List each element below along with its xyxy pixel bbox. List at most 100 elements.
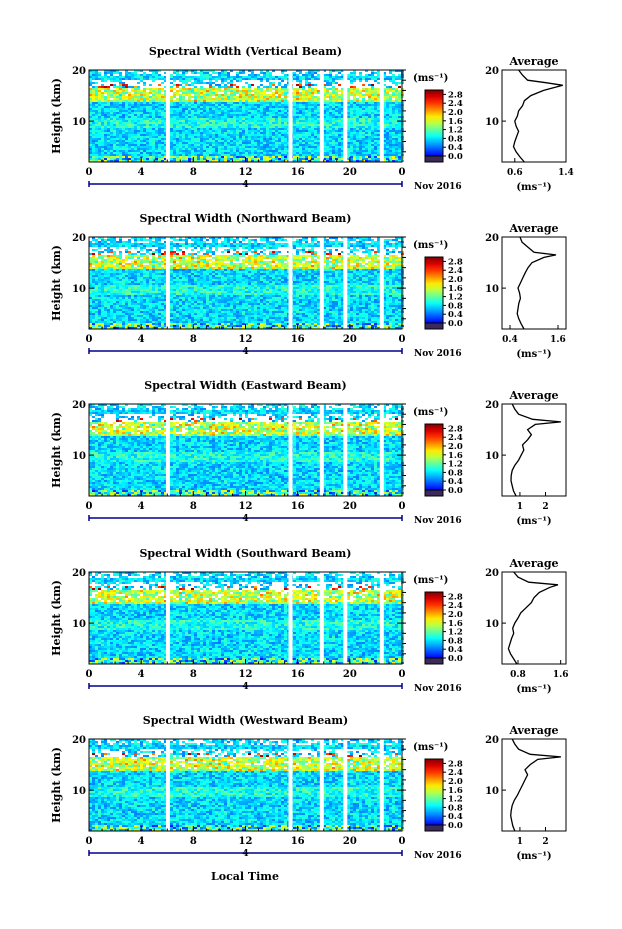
heatmap-cell (302, 122, 305, 124)
heatmap-cell (131, 102, 134, 104)
heatmap-cell (89, 72, 92, 74)
heatmap-cell (107, 237, 110, 239)
heatmap-cell (134, 88, 137, 90)
heatmap-cell (272, 160, 275, 162)
heatmap-cell (101, 136, 104, 138)
heatmap-cell (212, 124, 215, 126)
heatmap-cell (272, 154, 275, 156)
heatmap-cell (224, 110, 227, 112)
heatmap-cell (116, 102, 119, 104)
heatmap-cell (143, 142, 146, 144)
heatmap-cell (185, 126, 188, 128)
heatmap-cell (281, 154, 284, 156)
heatmap-cell (92, 295, 95, 297)
heatmap-cell (113, 303, 116, 305)
heatmap-cell (176, 138, 179, 140)
heatmap-cell (137, 114, 140, 116)
heatmap-cell (242, 96, 245, 98)
heatmap-cell (212, 88, 215, 90)
heatmap-cell (137, 132, 140, 134)
heatmap-cell (350, 160, 353, 162)
heatmap-cell (206, 150, 209, 152)
heatmap-cell (365, 148, 368, 150)
heatmap-cell (266, 86, 269, 88)
heatmap-cell (329, 152, 332, 154)
heatmap-cell (143, 126, 146, 128)
heatmap-cell (260, 136, 263, 138)
heatmap-cell (179, 122, 182, 124)
heatmap-cell (110, 323, 113, 325)
heatmap-cell (260, 100, 263, 102)
heatmap-cell (335, 106, 338, 108)
heatmap-cell (395, 90, 398, 92)
heatmap-cell (251, 116, 254, 118)
heatmap-cell (341, 74, 344, 76)
heatmap-cell (377, 106, 380, 108)
heatmap-cell (203, 82, 206, 84)
heatmap-cell (122, 94, 125, 96)
heatmap-cell (263, 98, 266, 100)
heatmap-cell (395, 134, 398, 136)
heatmap-cell (95, 309, 98, 311)
heatmap-cell (131, 90, 134, 92)
heatmap-cell (260, 98, 263, 100)
heatmap-cell (308, 146, 311, 148)
heatmap-cell (242, 86, 245, 88)
heatmap-cell (179, 150, 182, 152)
heatmap-cell (170, 98, 173, 100)
heatmap-cell (164, 102, 167, 104)
heatmap-cell (233, 136, 236, 138)
heatmap-cell (374, 116, 377, 118)
heatmap-cell (263, 136, 266, 138)
heatmap-cell (311, 150, 314, 152)
heatmap-cell (275, 122, 278, 124)
heatmap-cell (269, 152, 272, 154)
heatmap-cell (125, 124, 128, 126)
heatmap-cell (185, 138, 188, 140)
heatmap-cell (164, 116, 167, 118)
heatmap-cell (347, 96, 350, 98)
heatmap-cell (152, 158, 155, 160)
heatmap-cell (116, 126, 119, 128)
heatmap-cell (152, 78, 155, 80)
heatmap-cell (200, 126, 203, 128)
heatmap-cell (251, 74, 254, 76)
heatmap-cell (197, 160, 200, 162)
heatmap-cell (224, 150, 227, 152)
heatmap-cell (272, 110, 275, 112)
heatmap-cell (242, 112, 245, 114)
heatmap-cell (299, 144, 302, 146)
heatmap-cell (191, 108, 194, 110)
heatmap-cell (116, 259, 119, 261)
heatmap-cell (350, 156, 353, 158)
heatmap-cell (368, 98, 371, 100)
heatmap-cell (239, 120, 242, 122)
heatmap-cell (329, 80, 332, 82)
heatmap-cell (98, 92, 101, 94)
heatmap-cell (188, 108, 191, 110)
heatmap-cell (110, 273, 113, 275)
heatmap-cell (302, 98, 305, 100)
heatmap-cell (260, 126, 263, 128)
heatmap-cell (194, 136, 197, 138)
heatmap-cell (371, 92, 374, 94)
heatmap-cell (239, 134, 242, 136)
heatmap-cell (338, 156, 341, 158)
heatmap-cell (335, 146, 338, 148)
heatmap-cell (137, 116, 140, 118)
heatmap-cell (173, 70, 176, 72)
heatmap-cell (227, 108, 230, 110)
heatmap-cell (134, 140, 137, 142)
heatmap-cell (269, 102, 272, 104)
heatmap-cell (323, 80, 326, 82)
heatmap-cell (242, 102, 245, 104)
colorbar-unit: (ms⁻¹) (413, 73, 448, 84)
heatmap-cell (170, 100, 173, 102)
heatmap-cell (293, 94, 296, 96)
heatmap-cell (224, 152, 227, 154)
heatmap-cell (308, 112, 311, 114)
heatmap-cell (266, 140, 269, 142)
heatmap-cell (197, 146, 200, 148)
heatmap-cell (308, 160, 311, 162)
heatmap-cell (188, 130, 191, 132)
